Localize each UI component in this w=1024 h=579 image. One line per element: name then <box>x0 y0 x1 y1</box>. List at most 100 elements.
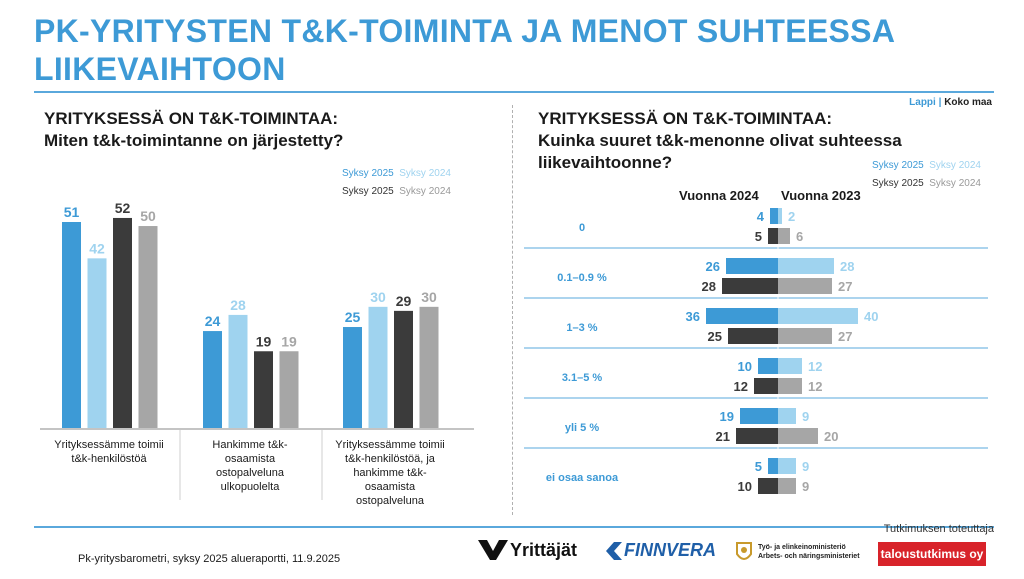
hbar-value-label: 9 <box>802 479 809 494</box>
lion-crest-icon <box>736 542 752 560</box>
bar-value-label: 19 <box>281 333 297 349</box>
category-label: osaamista <box>365 481 416 493</box>
bar-3-3 <box>394 310 413 428</box>
left-heading: YRITYKSESSÄ ON T&K-TOIMINTAA: Miten t&k-… <box>44 108 343 152</box>
bar-value-label: 24 <box>205 313 221 329</box>
page-title: PK-YRITYSTEN T&K-TOIMINTA JA MENOT SUHTE… <box>34 13 895 87</box>
category-label: 1–3 % <box>566 322 597 334</box>
left-legend-koko-2025: Syksy 2025 <box>342 186 394 197</box>
bar-1-3 <box>113 217 132 428</box>
bar-value-label: 42 <box>89 240 105 256</box>
category-label: ulkopuolelta <box>221 481 281 493</box>
bar-3-1 <box>343 327 362 428</box>
right-heading-line2: Kuinka suuret t&k-menonne olivat suhtees… <box>538 131 902 150</box>
hbar-value-label: 9 <box>802 459 809 474</box>
finnvera-logo-text: FINNVERA <box>624 540 717 560</box>
left-legend-lappi-2025: Syksy 2025 <box>342 168 394 179</box>
hbar-value-label: 9 <box>802 409 809 424</box>
category-label: ei osaa sanoa <box>546 472 619 484</box>
col-header-2024: Vuonna 2024 <box>679 188 759 203</box>
tem-logo-line1: Työ- ja elinkeinoministeriö <box>758 544 846 551</box>
yrittajat-mark-icon <box>478 540 508 560</box>
hbar-1-3 <box>768 228 778 244</box>
hbar-value-label: 26 <box>706 259 720 274</box>
hbar-value-label: 6 <box>796 229 803 244</box>
category-label: Yrityksessämme toimii <box>335 439 444 451</box>
category-label: Yrityksessämme toimii <box>54 439 163 451</box>
yrittajat-logo: Yrittäjät <box>478 538 577 562</box>
hbar-value-label: 12 <box>734 379 748 394</box>
hbar-value-label: 12 <box>808 359 822 374</box>
bar-3-4 <box>419 306 439 428</box>
hbar-5-3 <box>736 428 778 444</box>
right-legend-koko-2025: Syksy 2025 <box>872 178 924 189</box>
title-divider <box>34 91 994 93</box>
research-by-label: Tutkimuksen toteuttaja <box>883 523 994 535</box>
hbar-value-label: 36 <box>686 309 700 324</box>
hbar-3-1 <box>706 308 778 324</box>
hbar-value-label: 28 <box>840 259 854 274</box>
hbar-5-2 <box>778 408 796 424</box>
bar-value-label: 19 <box>256 333 272 349</box>
finnvera-logo: FINNVERA <box>606 540 716 561</box>
bar-value-label: 30 <box>370 289 386 305</box>
hbar-value-label: 4 <box>757 209 765 224</box>
hbar-5-4 <box>778 428 818 444</box>
bar-2-3 <box>254 351 273 428</box>
left-heading-line1: YRITYKSESSÄ ON T&K-TOIMINTAA: <box>44 109 339 128</box>
bar-1-1 <box>62 222 81 428</box>
hbar-value-label: 12 <box>808 379 822 394</box>
tem-logo: Työ- ja elinkeinoministeriö Arbets- och … <box>734 540 860 564</box>
left-legend-lappi: Syksy 2025 Syksy 2024 <box>342 168 451 179</box>
bar-3-2 <box>368 306 388 428</box>
category-label: 3.1–5 % <box>562 372 603 384</box>
hbar-3-3 <box>728 328 778 344</box>
hbar-3-4 <box>778 328 832 344</box>
category-label: 0.1–0.9 % <box>557 272 607 284</box>
hbar-value-label: 27 <box>838 279 852 294</box>
col-header-2023: Vuonna 2023 <box>781 188 861 203</box>
hbar-4-2 <box>778 358 802 374</box>
hbar-6-2 <box>778 458 796 474</box>
right-heading: YRITYKSESSÄ ON T&K-TOIMINTAA: Kuinka suu… <box>538 108 902 174</box>
hbar-value-label: 10 <box>738 479 752 494</box>
taloustutkimus-logo-text: taloustutkimus oy <box>880 547 984 561</box>
hbar-2-4 <box>778 278 832 294</box>
hbar-2-2 <box>778 258 834 274</box>
hbar-value-label: 27 <box>838 329 852 344</box>
hbar-value-label: 19 <box>720 409 734 424</box>
bar-1-2 <box>87 258 107 428</box>
hbar-value-label: 40 <box>864 309 878 324</box>
tem-logo-line2: Arbets- och näringsministeriet <box>758 553 860 560</box>
category-label: osaamista <box>225 453 276 465</box>
category-label: t&k-henkilöstöä, ja <box>345 453 436 465</box>
right-legend-lappi: Syksy 2025 Syksy 2024 <box>872 160 981 171</box>
bar-value-label: 30 <box>421 289 437 305</box>
hbar-value-label: 10 <box>738 359 752 374</box>
hbar-value-label: 20 <box>824 429 838 444</box>
left-heading-line2: Miten t&k-toimintanne on järjestetty? <box>44 131 344 150</box>
right-legend-koko-2024: Syksy 2024 <box>929 178 981 189</box>
left-bar-chart: 51 24 25 42 28 30 52 19 29 50 19 30 Yrityksessämme t… <box>40 200 474 507</box>
footer-source: Pk-yritysbarometri, syksy 2025 aluerapor… <box>78 553 341 565</box>
taloustutkimus-logo: taloustutkimus oy <box>878 542 986 566</box>
bar-2-2 <box>228 314 248 428</box>
right-legend-lappi-2025: Syksy 2025 <box>872 160 924 171</box>
hbar-5-1 <box>740 408 778 424</box>
hbar-4-4 <box>778 378 802 394</box>
region-legend-separator: | <box>938 97 942 108</box>
bar-value-label: 25 <box>345 309 361 325</box>
category-label: t&k-henkilöstöä <box>71 453 147 465</box>
right-heading-line1: YRITYKSESSÄ ON T&K-TOIMINTAA: <box>538 109 833 128</box>
region-legend-koko-maa: Koko maa <box>944 97 992 108</box>
left-legend-koko-2024: Syksy 2024 <box>399 186 451 197</box>
right-legend-koko: Syksy 2025 Syksy 2024 <box>872 178 981 189</box>
section-separator <box>512 105 513 515</box>
category-label: yli 5 % <box>565 422 599 434</box>
region-legend-lappi: Lappi <box>909 97 936 108</box>
hbar-1-4 <box>778 228 790 244</box>
category-label: Hankimme t&k- <box>212 439 288 451</box>
bar-1-4 <box>138 226 158 428</box>
bar-2-4 <box>279 351 299 428</box>
